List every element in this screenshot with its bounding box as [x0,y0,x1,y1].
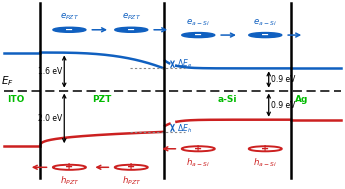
Circle shape [53,165,86,170]
Text: +: + [194,143,202,153]
Text: $e_{a-Si}$: $e_{a-Si}$ [253,17,277,28]
Text: −: − [194,30,202,40]
Text: 2.0 eV: 2.0 eV [38,114,62,123]
Text: $e_{PZT}$: $e_{PZT}$ [122,12,141,22]
Text: ITO: ITO [8,95,25,104]
Text: +: + [65,162,73,172]
Text: $\Delta E_e$: $\Delta E_e$ [177,58,192,70]
Text: $h_{a-Si}$: $h_{a-Si}$ [186,156,210,169]
Text: −: − [65,25,73,35]
Text: 1.6 eV: 1.6 eV [38,67,62,76]
Text: $h_{PZT}$: $h_{PZT}$ [60,175,79,187]
Circle shape [115,27,148,32]
Circle shape [249,33,282,38]
Text: Ag: Ag [295,95,308,104]
Text: 0.9 eV: 0.9 eV [272,101,296,110]
Circle shape [53,27,86,32]
Circle shape [115,165,148,170]
Circle shape [249,146,282,151]
Text: $E_F$: $E_F$ [1,74,13,88]
Text: 0.9 eV: 0.9 eV [272,75,296,84]
Text: −: − [261,30,269,40]
Circle shape [182,33,215,38]
Circle shape [182,146,215,151]
Text: $\Delta E_h$: $\Delta E_h$ [177,123,192,136]
Text: $e_{a-Si}$: $e_{a-Si}$ [186,17,210,28]
Text: +: + [261,143,269,153]
Text: $e_{PZT}$: $e_{PZT}$ [60,12,79,22]
Text: +: + [127,162,135,172]
Text: PZT: PZT [92,95,112,104]
Text: a-Si: a-Si [218,95,237,104]
Text: $h_{a-Si}$: $h_{a-Si}$ [253,156,277,169]
Text: $h_{PZT}$: $h_{PZT}$ [122,175,141,187]
Text: −: − [127,25,135,35]
